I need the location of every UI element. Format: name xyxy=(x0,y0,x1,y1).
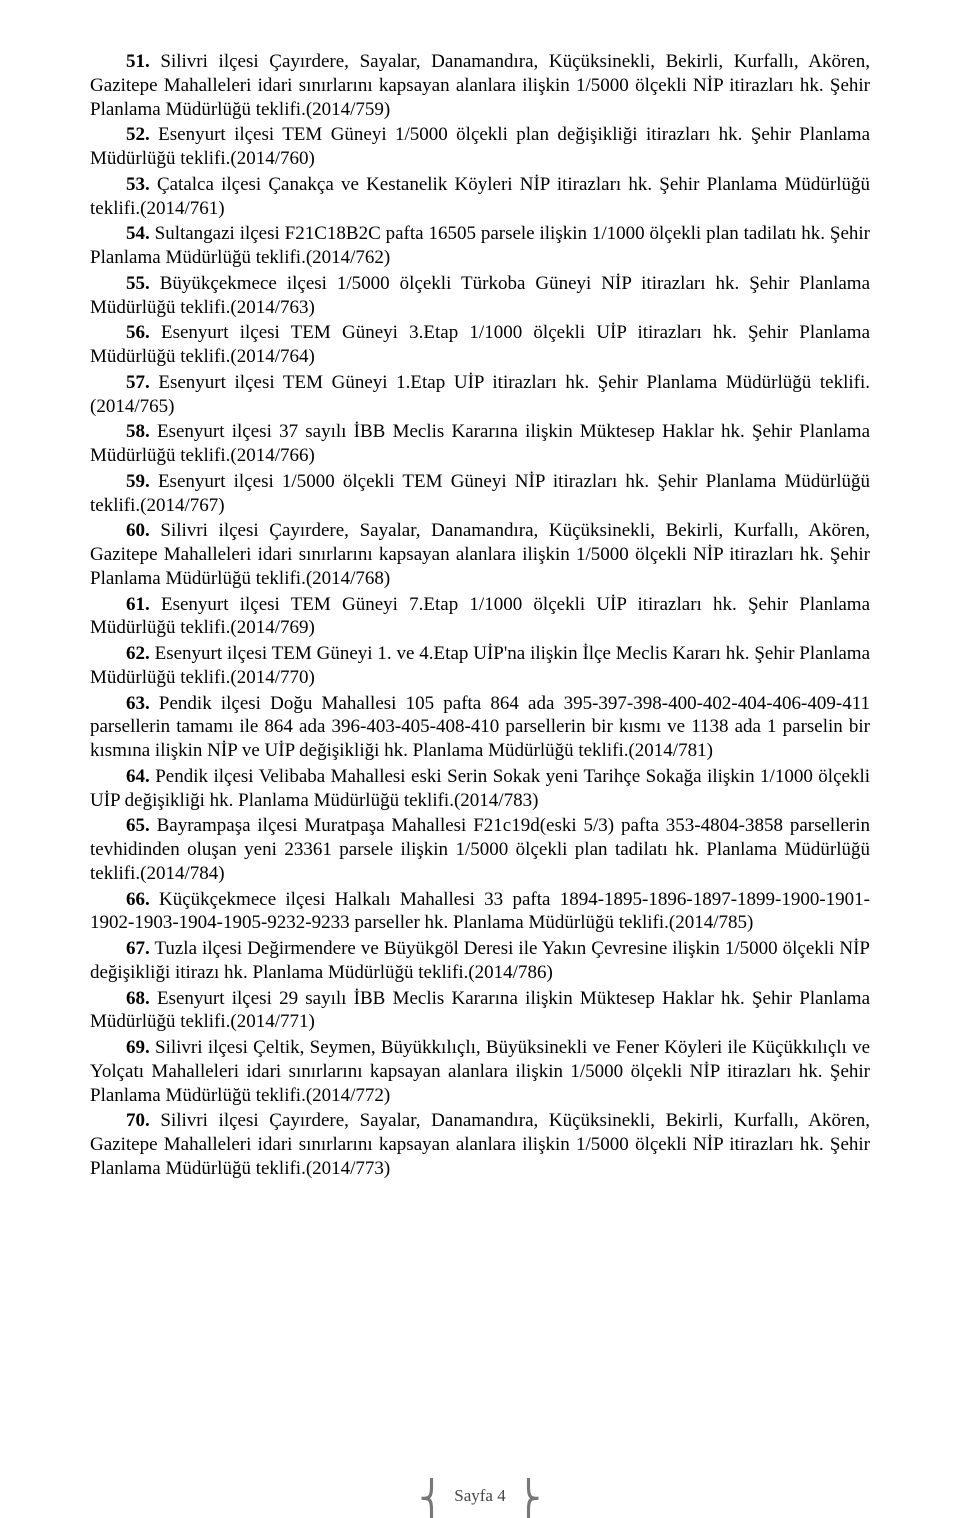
item-number: 51. xyxy=(126,51,150,72)
item-number: 53. xyxy=(126,174,150,195)
footer-bracket-left: ⎨ xyxy=(419,1490,445,1510)
item-text: Esenyurt ilçesi 1/5000 ölçekli TEM Güney… xyxy=(90,471,870,516)
item-number: 64. xyxy=(126,766,150,787)
item-number: 66. xyxy=(126,889,150,910)
agenda-item: 62. Esenyurt ilçesi TEM Güneyi 1. ve 4.E… xyxy=(90,642,870,690)
item-number: 59. xyxy=(126,471,150,492)
item-text: Esenyurt ilçesi TEM Güneyi 1/5000 ölçekl… xyxy=(90,124,870,169)
agenda-list: 51. Silivri ilçesi Çayırdere, Sayalar, D… xyxy=(90,50,870,1181)
agenda-item: 66. Küçükçekmece ilçesi Halkalı Mahalles… xyxy=(90,888,870,936)
item-number: 55. xyxy=(126,273,150,294)
item-number: 56. xyxy=(126,322,150,343)
item-number: 52. xyxy=(126,124,150,145)
agenda-item: 63. Pendik ilçesi Doğu Mahallesi 105 paf… xyxy=(90,692,870,763)
item-number: 61. xyxy=(126,594,150,615)
item-text: Silivri ilçesi Çayırdere, Sayalar, Danam… xyxy=(90,1110,870,1179)
agenda-item: 58. Esenyurt ilçesi 37 sayılı İBB Meclis… xyxy=(90,420,870,468)
item-number: 54. xyxy=(126,223,150,244)
page-number-label: Sayfa 4 xyxy=(444,1486,515,1506)
agenda-item: 61. Esenyurt ilçesi TEM Güneyi 7.Etap 1/… xyxy=(90,593,870,641)
item-text: Esenyurt ilçesi TEM Güneyi 3.Etap 1/1000… xyxy=(90,322,870,367)
item-text: Esenyurt ilçesi TEM Güneyi 1. ve 4.Etap … xyxy=(90,643,870,688)
agenda-item: 65. Bayrampaşa ilçesi Muratpaşa Mahalles… xyxy=(90,814,870,885)
agenda-item: 56. Esenyurt ilçesi TEM Güneyi 3.Etap 1/… xyxy=(90,321,870,369)
item-number: 58. xyxy=(126,421,150,442)
item-number: 67. xyxy=(126,938,150,959)
item-number: 63. xyxy=(126,693,150,714)
agenda-item: 70. Silivri ilçesi Çayırdere, Sayalar, D… xyxy=(90,1109,870,1180)
item-text: Küçükçekmece ilçesi Halkalı Mahallesi 33… xyxy=(90,889,870,934)
item-text: Pendik ilçesi Doğu Mahallesi 105 pafta 8… xyxy=(90,693,870,762)
item-text: Büyükçekmece ilçesi 1/5000 ölçekli Türko… xyxy=(90,273,870,318)
agenda-item: 69. Silivri ilçesi Çeltik, Seymen, Büyük… xyxy=(90,1036,870,1107)
agenda-item: 54. Sultangazi ilçesi F21C18B2C pafta 16… xyxy=(90,222,870,270)
item-text: Esenyurt ilçesi TEM Güneyi 1.Etap UİP it… xyxy=(90,372,870,417)
footer-rule-right xyxy=(541,1495,870,1496)
item-text: Silivri ilçesi Çayırdere, Sayalar, Danam… xyxy=(90,51,870,120)
item-text: Esenyurt ilçesi TEM Güneyi 7.Etap 1/1000… xyxy=(90,594,870,639)
item-text: Tuzla ilçesi Değirmendere ve Büyükgöl De… xyxy=(90,938,870,983)
item-number: 62. xyxy=(126,643,150,664)
footer-bracket-right: ⎬ xyxy=(516,1490,542,1510)
agenda-item: 55. Büyükçekmece ilçesi 1/5000 ölçekli T… xyxy=(90,272,870,320)
agenda-item: 68. Esenyurt ilçesi 29 sayılı İBB Meclis… xyxy=(90,987,870,1035)
footer-rule-left xyxy=(90,1495,419,1496)
item-number: 68. xyxy=(126,988,150,1009)
item-text: Silivri ilçesi Çeltik, Seymen, Büyükkılı… xyxy=(90,1037,870,1106)
item-number: 57. xyxy=(126,372,150,393)
document-page: 51. Silivri ilçesi Çayırdere, Sayalar, D… xyxy=(0,0,960,1518)
item-text: Pendik ilçesi Velibaba Mahallesi eski Se… xyxy=(90,766,870,811)
item-text: Esenyurt ilçesi 37 sayılı İBB Meclis Kar… xyxy=(90,421,870,466)
agenda-item: 53. Çatalca ilçesi Çanakça ve Kestanelik… xyxy=(90,173,870,221)
item-text: Çatalca ilçesi Çanakça ve Kestanelik Köy… xyxy=(90,174,870,219)
agenda-item: 52. Esenyurt ilçesi TEM Güneyi 1/5000 öl… xyxy=(90,123,870,171)
item-number: 65. xyxy=(126,815,150,836)
item-text: Sultangazi ilçesi F21C18B2C pafta 16505 … xyxy=(90,223,870,268)
agenda-item: 67. Tuzla ilçesi Değirmendere ve Büyükgö… xyxy=(90,937,870,985)
agenda-item: 57. Esenyurt ilçesi TEM Güneyi 1.Etap Uİ… xyxy=(90,371,870,419)
item-text: Bayrampaşa ilçesi Muratpaşa Mahallesi F2… xyxy=(90,815,870,884)
item-number: 60. xyxy=(126,520,150,541)
agenda-item: 51. Silivri ilçesi Çayırdere, Sayalar, D… xyxy=(90,50,870,121)
agenda-item: 59. Esenyurt ilçesi 1/5000 ölçekli TEM G… xyxy=(90,470,870,518)
page-footer: ⎨ Sayfa 4 ⎬ xyxy=(0,1486,960,1506)
agenda-item: 60. Silivri ilçesi Çayırdere, Sayalar, D… xyxy=(90,519,870,590)
agenda-item: 64. Pendik ilçesi Velibaba Mahallesi esk… xyxy=(90,765,870,813)
item-text: Silivri ilçesi Çayırdere, Sayalar, Danam… xyxy=(90,520,870,589)
item-text: Esenyurt ilçesi 29 sayılı İBB Meclis Kar… xyxy=(90,988,870,1033)
item-number: 69. xyxy=(126,1037,150,1058)
item-number: 70. xyxy=(126,1110,150,1131)
